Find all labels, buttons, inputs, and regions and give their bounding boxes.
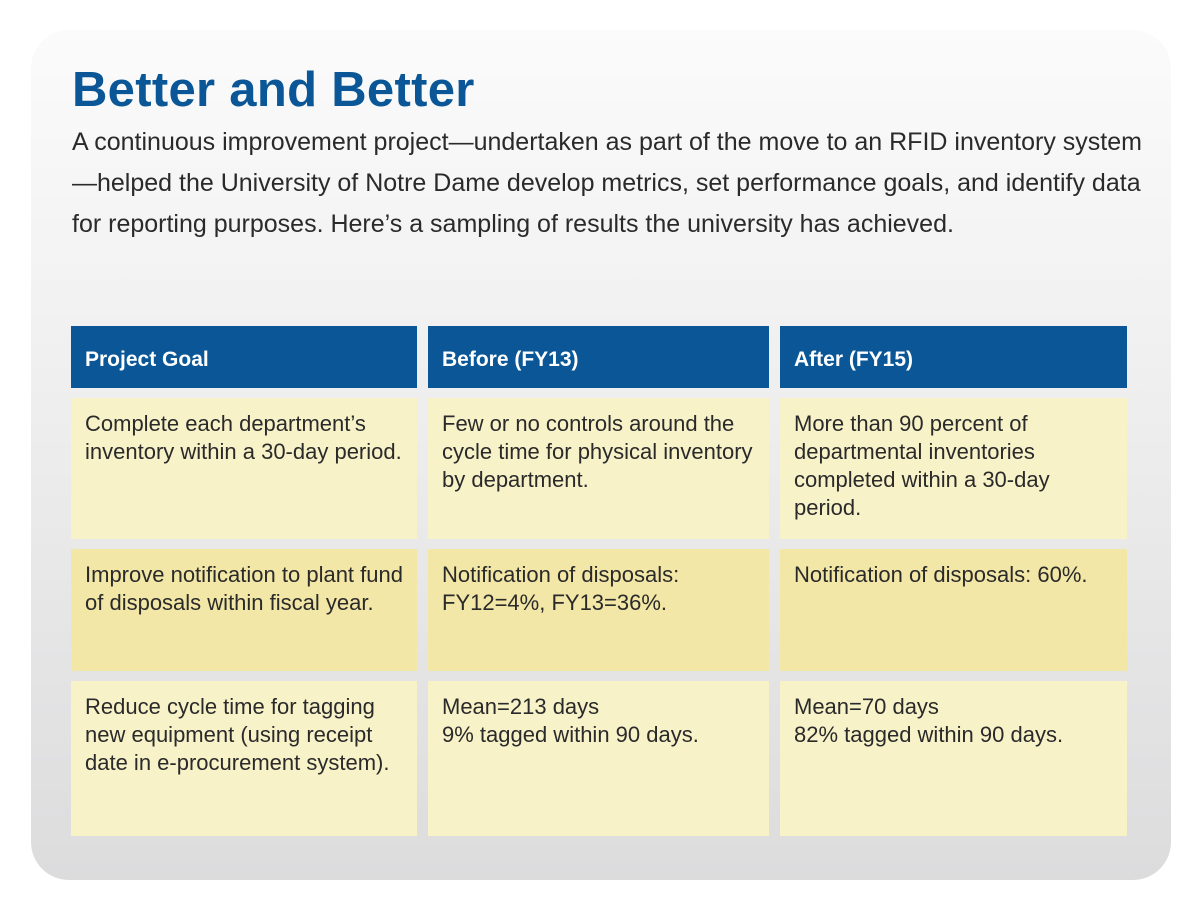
header-project-goal: Project Goal: [71, 326, 417, 388]
row1-before-cell: Few or no controls around the cycle time…: [428, 398, 769, 539]
row3-after-cell: Mean=70 days 82% tagged within 90 days.: [780, 681, 1127, 836]
intro-paragraph: A continuous improvement project—underta…: [72, 128, 1142, 238]
results-table: Project Goal Before (FY13) After (FY15) …: [71, 326, 1127, 836]
row2-goal-cell: Improve notification to plant fund of di…: [71, 549, 417, 671]
row2-after-cell: Notification of disposals: 60%.: [780, 549, 1127, 671]
header-before: Before (FY13): [428, 326, 769, 388]
row2-before-cell: Notification of disposals: FY12=4%, FY13…: [428, 549, 769, 671]
row1-goal-cell: Complete each department’s inventory wit…: [71, 398, 417, 539]
row1-after-cell: More than 90 percent of departmental inv…: [780, 398, 1127, 539]
header-after: After (FY15): [780, 326, 1127, 388]
row3-goal-cell: Reduce cycle time for tagging new equipm…: [71, 681, 417, 836]
row3-before-cell: Mean=213 days 9% tagged within 90 days.: [428, 681, 769, 836]
page-title: Better and Better: [72, 63, 475, 117]
